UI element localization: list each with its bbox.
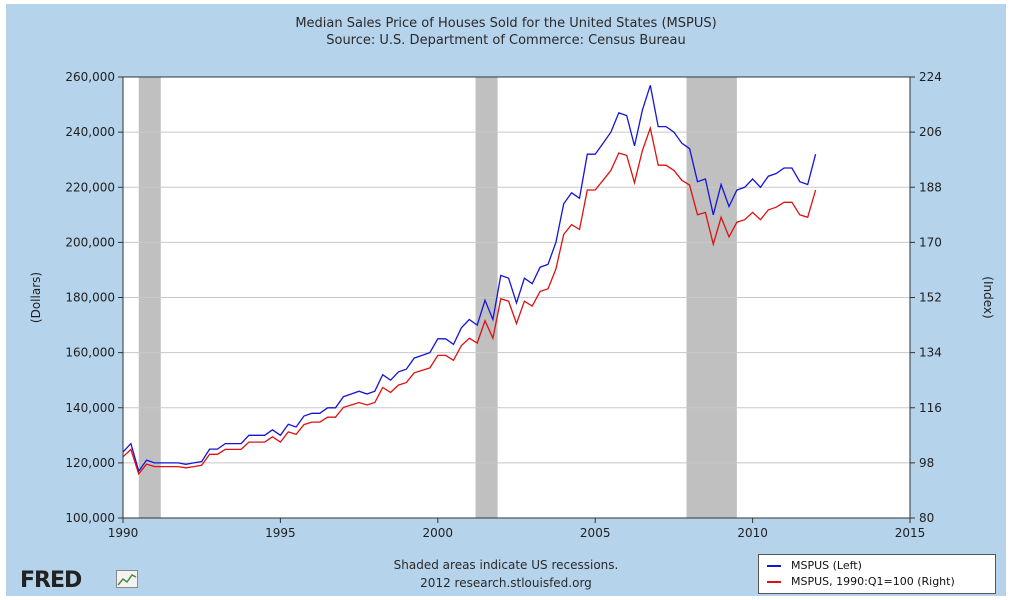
y-axis-right-label: (Index) bbox=[981, 276, 995, 318]
y-right-tick-label: 98 bbox=[919, 456, 934, 470]
x-tick-label: 1990 bbox=[108, 526, 139, 540]
y-left-tick-label: 100,000 bbox=[65, 511, 115, 525]
plot-border bbox=[122, 76, 911, 519]
y-right-tick-label: 188 bbox=[919, 180, 942, 194]
fred-graph-icon bbox=[116, 570, 138, 588]
y-right-tick-label: 80 bbox=[919, 511, 934, 525]
y-left-tick-label: 260,000 bbox=[65, 70, 115, 84]
recession-note: Shaded areas indicate US recessions. bbox=[393, 558, 619, 572]
legend: MSPUS (Left) MSPUS, 1990:Q1=100 (Right) bbox=[758, 554, 996, 594]
chart-title: Median Sales Price of Houses Sold for th… bbox=[295, 16, 717, 31]
chart-subtitle: Source: U.S. Department of Commerce: Cen… bbox=[326, 33, 686, 48]
y-left-tick-label: 220,000 bbox=[65, 180, 115, 194]
chart-frame: Median Sales Price of Houses Sold for th… bbox=[6, 4, 1006, 596]
legend-label-right: MSPUS, 1990:Q1=100 (Right) bbox=[791, 575, 955, 588]
grid-lines bbox=[123, 131, 910, 464]
legend-item-right: MSPUS, 1990:Q1=100 (Right) bbox=[767, 575, 955, 589]
x-tick-label: 2015 bbox=[895, 526, 926, 540]
axes: 100,000 120,000 140,000 160,000 180,000 200,0… bbox=[65, 70, 942, 540]
y-right-tick-label: 224 bbox=[919, 70, 942, 84]
y-left-tick-label: 140,000 bbox=[65, 401, 115, 415]
y-right-tick-label: 170 bbox=[919, 235, 942, 249]
y-right-tick-label: 152 bbox=[919, 291, 942, 305]
x-tick-label: 2005 bbox=[580, 526, 611, 540]
source-url[interactable]: 2012 research.stlouisfed.org bbox=[420, 576, 592, 590]
y-left-tick-label: 240,000 bbox=[65, 125, 115, 139]
y-left-tick-label: 180,000 bbox=[65, 291, 115, 305]
y-left-tick-label: 200,000 bbox=[65, 235, 115, 249]
legend-swatch-blue bbox=[767, 565, 781, 567]
chart-svg: 100,000 120,000 140,000 160,000 180,000 200,0… bbox=[29, 70, 995, 540]
series-line-index-right bbox=[122, 125, 817, 476]
legend-item-left: MSPUS (Left) bbox=[767, 559, 862, 573]
fred-logo[interactable]: FRED bbox=[20, 568, 82, 593]
legend-label-left: MSPUS (Left) bbox=[791, 559, 862, 572]
y-left-tick-label: 160,000 bbox=[65, 346, 115, 360]
y-right-tick-label: 206 bbox=[919, 125, 942, 139]
x-tick-label: 2010 bbox=[737, 526, 768, 540]
y-right-tick-label: 116 bbox=[919, 401, 942, 415]
y-axis-left-label: (Dollars) bbox=[29, 272, 43, 323]
y-right-tick-label: 134 bbox=[919, 346, 942, 360]
series-line-mspus-left bbox=[122, 85, 817, 473]
legend-swatch-red bbox=[767, 581, 781, 583]
series-lines bbox=[122, 85, 817, 476]
x-tick-label: 1995 bbox=[265, 526, 296, 540]
x-tick-label: 2000 bbox=[423, 526, 454, 540]
y-left-tick-label: 120,000 bbox=[65, 456, 115, 470]
